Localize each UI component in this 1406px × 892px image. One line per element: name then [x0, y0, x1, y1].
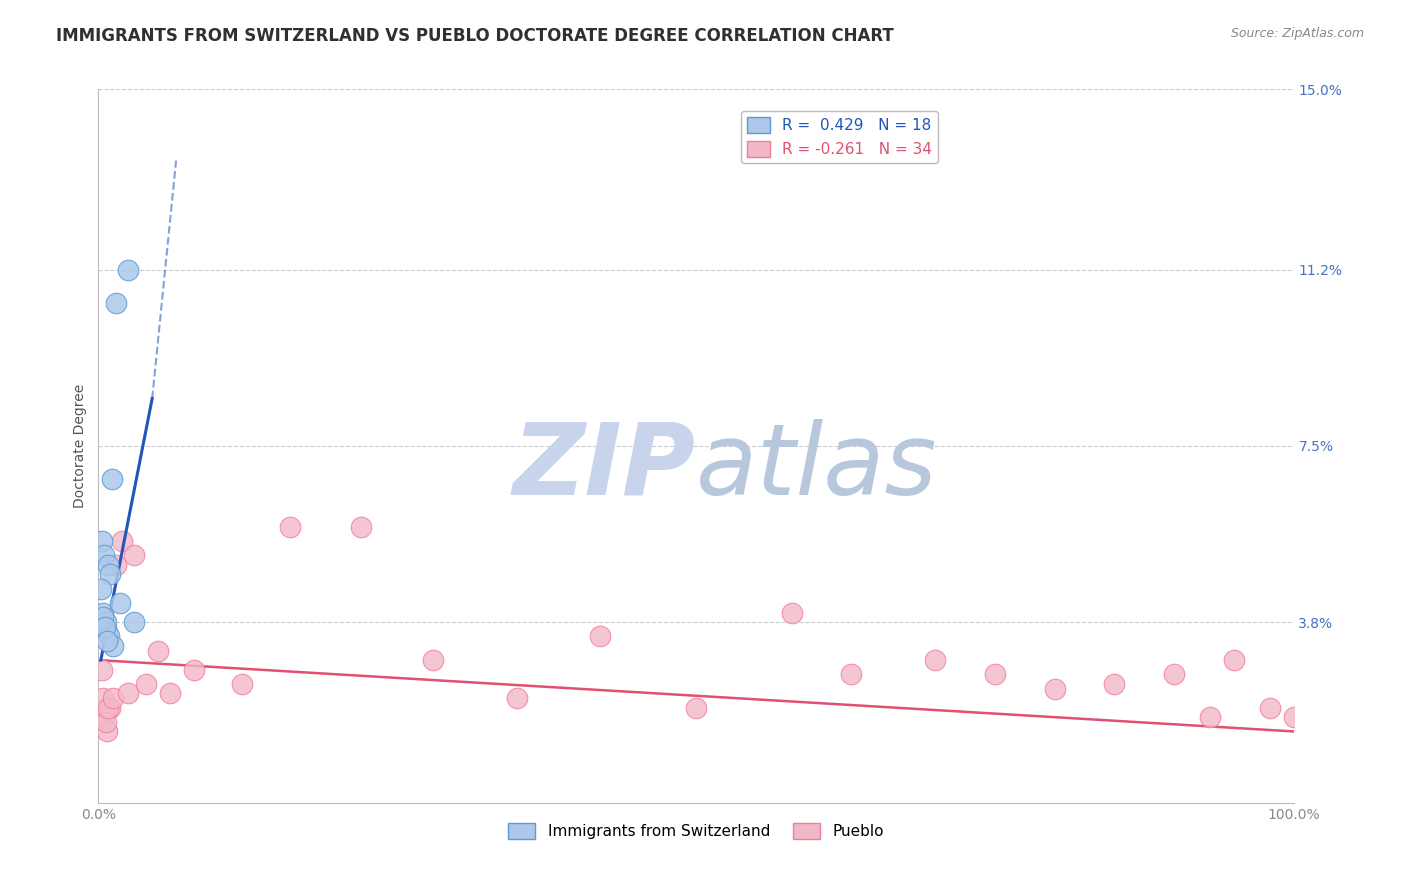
Point [93, 710, 115, 724]
Point [94, 615, 117, 629]
Y-axis label: Doctorate Degree: Doctorate Degree [73, 384, 87, 508]
Point [1163, 667, 1185, 681]
Text: ZIP: ZIP [513, 419, 696, 516]
Point [91, 610, 114, 624]
Text: IMMIGRANTS FROM SWITZERLAND VS PUEBLO DOCTORATE DEGREE CORRELATION CHART: IMMIGRANTS FROM SWITZERLAND VS PUEBLO DO… [56, 27, 894, 45]
Point [98, 629, 121, 643]
Point [105, 296, 128, 310]
Point [124, 615, 146, 629]
Point [97, 558, 120, 572]
Point [135, 677, 157, 691]
Point [101, 639, 124, 653]
Point [117, 686, 139, 700]
Point [685, 700, 707, 714]
Point [1223, 653, 1246, 667]
Point [148, 643, 170, 657]
Point [100, 472, 122, 486]
Point [780, 606, 803, 620]
Point [1258, 700, 1281, 714]
Point [96, 724, 118, 739]
Point [97, 700, 120, 714]
Point [101, 691, 124, 706]
Point [111, 534, 134, 549]
Point [984, 667, 1007, 681]
Point [91, 663, 114, 677]
Point [124, 549, 146, 563]
Point [231, 677, 253, 691]
Point [94, 620, 117, 634]
Point [841, 667, 863, 681]
Point [183, 663, 205, 677]
Text: Source: ZipAtlas.com: Source: ZipAtlas.com [1230, 27, 1364, 40]
Point [96, 624, 118, 639]
Point [278, 520, 301, 534]
Point [94, 714, 117, 729]
Point [90, 582, 112, 596]
Point [589, 629, 612, 643]
Legend: Immigrants from Switzerland, Pueblo: Immigrants from Switzerland, Pueblo [502, 817, 890, 845]
Point [506, 691, 529, 706]
Point [91, 691, 114, 706]
Point [924, 653, 946, 667]
Point [1199, 710, 1222, 724]
Point [91, 534, 114, 549]
Point [96, 634, 118, 648]
Point [1043, 681, 1066, 696]
Point [105, 558, 128, 572]
Point [159, 686, 181, 700]
Point [93, 549, 115, 563]
Point [108, 596, 131, 610]
Point [422, 653, 444, 667]
Point [91, 606, 114, 620]
Text: atlas: atlas [696, 419, 938, 516]
Point [350, 520, 373, 534]
Point [98, 567, 122, 582]
Point [1282, 710, 1305, 724]
Point [98, 700, 122, 714]
Point [117, 263, 139, 277]
Point [1104, 677, 1126, 691]
